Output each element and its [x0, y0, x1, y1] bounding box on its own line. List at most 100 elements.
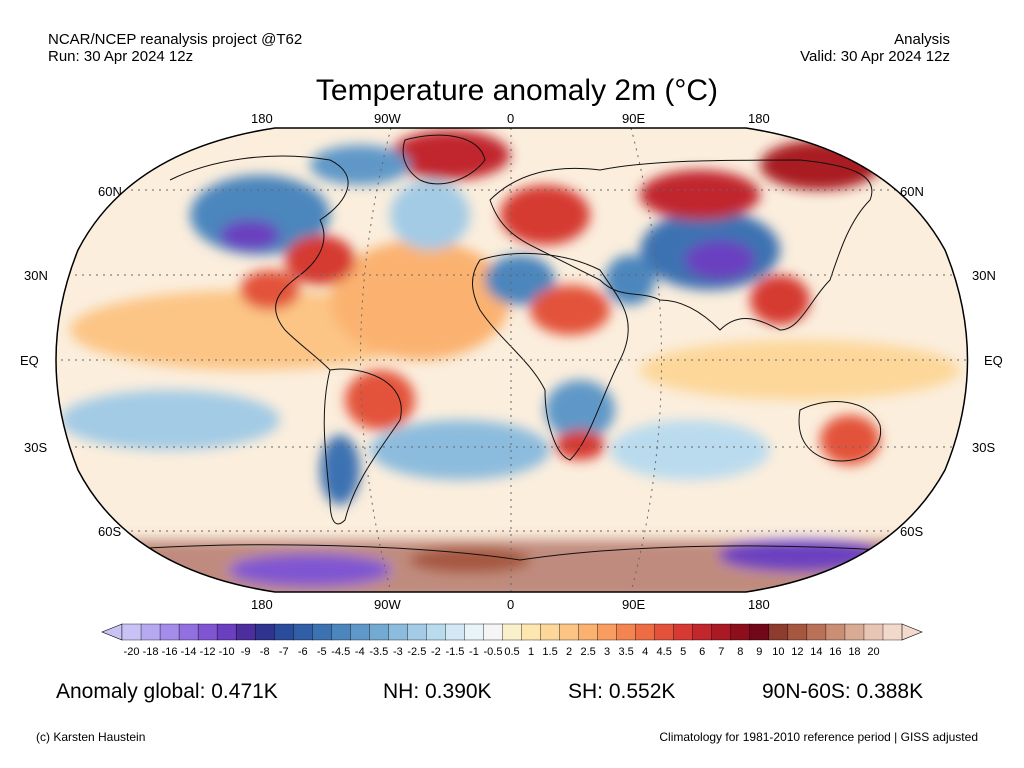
anomaly-north-atlantic-cool — [390, 180, 470, 250]
colorbar-swatch — [293, 623, 313, 641]
colorbar-swatch — [121, 623, 142, 641]
region-anomaly: 90N-60S: 0.388K — [762, 680, 924, 703]
colorbar-tick-label: 7 — [718, 646, 725, 658]
colorbar-swatch — [540, 623, 561, 641]
colorbar-swatch — [730, 623, 751, 641]
anomaly-antarctic-warm-center — [410, 548, 530, 572]
colorbar-tick-label: -6 — [297, 646, 308, 658]
anomaly-south-africa-warm — [555, 430, 605, 460]
anomaly-indian-south-cool — [610, 420, 770, 480]
lat-label-left-60n: 60N — [98, 184, 122, 199]
colorbar-tick-label: 12 — [791, 646, 804, 658]
anomaly-australia-warm — [820, 415, 880, 465]
colorbar-min-arrow — [101, 623, 123, 641]
anomaly-mexico-warm — [240, 270, 300, 310]
anomaly-indian-warm — [640, 340, 960, 400]
anomaly-siberia-warm — [640, 170, 760, 220]
colorbar-tick-label: 1.5 — [542, 646, 558, 658]
colorbar-swatch — [388, 623, 408, 641]
anomaly-antarctic-cold-west — [230, 555, 390, 585]
colorbar-tick-label: 16 — [829, 646, 842, 658]
colorbar — [101, 623, 923, 641]
global-anomaly: Anomaly global: 0.471K — [56, 680, 278, 703]
climatology-note: Climatology for 1981-2010 reference peri… — [659, 730, 978, 744]
anomaly-central-asia-core — [685, 240, 755, 280]
colorbar-tick-label: -12 — [199, 646, 216, 658]
anomaly-middle-east-cool — [605, 255, 655, 305]
anomaly-canada-arctic-cold — [310, 145, 410, 185]
colorbar-tick-label: 8 — [737, 646, 744, 658]
colorbar-tick-label: 9 — [756, 646, 763, 658]
anomaly-sahara-warm — [530, 285, 610, 335]
colorbar-swatch — [673, 623, 694, 641]
anomaly-brazil-warm — [345, 370, 415, 430]
colorbar-tick-label: -1.5 — [445, 646, 465, 658]
colorbar-swatch — [616, 623, 637, 641]
colorbar-tick-label: 2 — [566, 646, 573, 658]
coastlines — [119, 134, 951, 561]
colorbar-swatch — [235, 623, 256, 641]
analysis-label: Analysis — [894, 31, 950, 48]
colorbar-tick-label: -8 — [259, 646, 270, 658]
colorbar-swatch — [426, 623, 446, 641]
colorbar-swatch — [559, 623, 580, 641]
colorbar-tick-label: 4.5 — [656, 646, 672, 658]
anomaly-africa-south-cool — [545, 380, 615, 440]
colorbar-tick-label: -10 — [218, 646, 235, 658]
colorbar-tick-label: 2.5 — [580, 646, 596, 658]
lon-label-top-0: 0 — [507, 111, 515, 126]
gridline-90e — [630, 128, 662, 592]
colorbar-tick-label: 6 — [699, 646, 706, 658]
colorbar-swatch — [635, 623, 656, 641]
colorbar-tick-label: -0.5 — [483, 646, 503, 658]
colorbar-swatch — [597, 623, 618, 641]
colorbar-tick-label: 3.5 — [618, 646, 634, 658]
lon-label-top-90w: 90W — [374, 111, 401, 126]
colorbar-tick-label: -3 — [392, 646, 403, 658]
nh-anomaly: NH: 0.390K — [383, 680, 492, 703]
graticule — [56, 128, 968, 592]
colorbar-swatch — [825, 623, 846, 641]
colorbar-swatch — [863, 623, 884, 641]
colorbar-swatch — [806, 623, 827, 641]
anomaly-south-atlantic-cool — [370, 420, 550, 480]
coast-africa — [472, 252, 629, 461]
lat-label-right-30n: 30N — [972, 268, 996, 283]
colorbar-tick-label: -5 — [316, 646, 327, 658]
anomaly-antarctic-cold-east — [720, 540, 880, 570]
colorbar-swatch — [407, 623, 427, 641]
colorbar-tick-label: -14 — [180, 646, 197, 658]
anomaly-atlantic-warm — [330, 240, 510, 360]
map-outline — [55, 127, 969, 593]
lon-label-bottom-90w: 90W — [374, 597, 401, 612]
colorbar-swatch — [369, 623, 389, 641]
colorbar-tick-label: -18 — [142, 646, 159, 658]
colorbar-tick-label: -7 — [278, 646, 289, 658]
colorbar-tick-label: -4.5 — [331, 646, 351, 658]
colorbar-swatch — [216, 623, 237, 641]
colorbar-swatch — [749, 623, 770, 641]
lat-label-left-30s: 30S — [24, 440, 48, 455]
colorbar-swatch — [197, 623, 218, 641]
colorbar-tick-label: -4 — [354, 646, 365, 658]
colorbar-swatch — [578, 623, 599, 641]
colorbar-swatch — [768, 623, 789, 641]
lat-label-right-30s: 30S — [972, 440, 996, 455]
lat-label-left-30n: 30N — [24, 268, 48, 283]
colorbar-swatch — [445, 623, 465, 641]
lat-label-right-60n: 60N — [900, 184, 924, 199]
coast-eurasia — [489, 159, 873, 331]
coast-greenland — [402, 134, 486, 185]
gridline-90w — [360, 128, 392, 592]
colorbar-tick-label: 20 — [867, 646, 880, 658]
colorbar-tick-label: 0.5 — [504, 646, 520, 658]
colorbar-swatch — [787, 623, 808, 641]
anomaly-china-warm — [750, 275, 810, 325]
colorbar-swatch — [140, 623, 161, 641]
colorbar-tick-label: -9 — [240, 646, 251, 658]
colorbar-swatch — [350, 623, 370, 641]
colorbar-swatch — [692, 623, 713, 641]
coast-south-america — [323, 368, 402, 525]
lat-label-left-60s: 60S — [98, 524, 122, 539]
colorbar-swatch — [464, 623, 484, 641]
